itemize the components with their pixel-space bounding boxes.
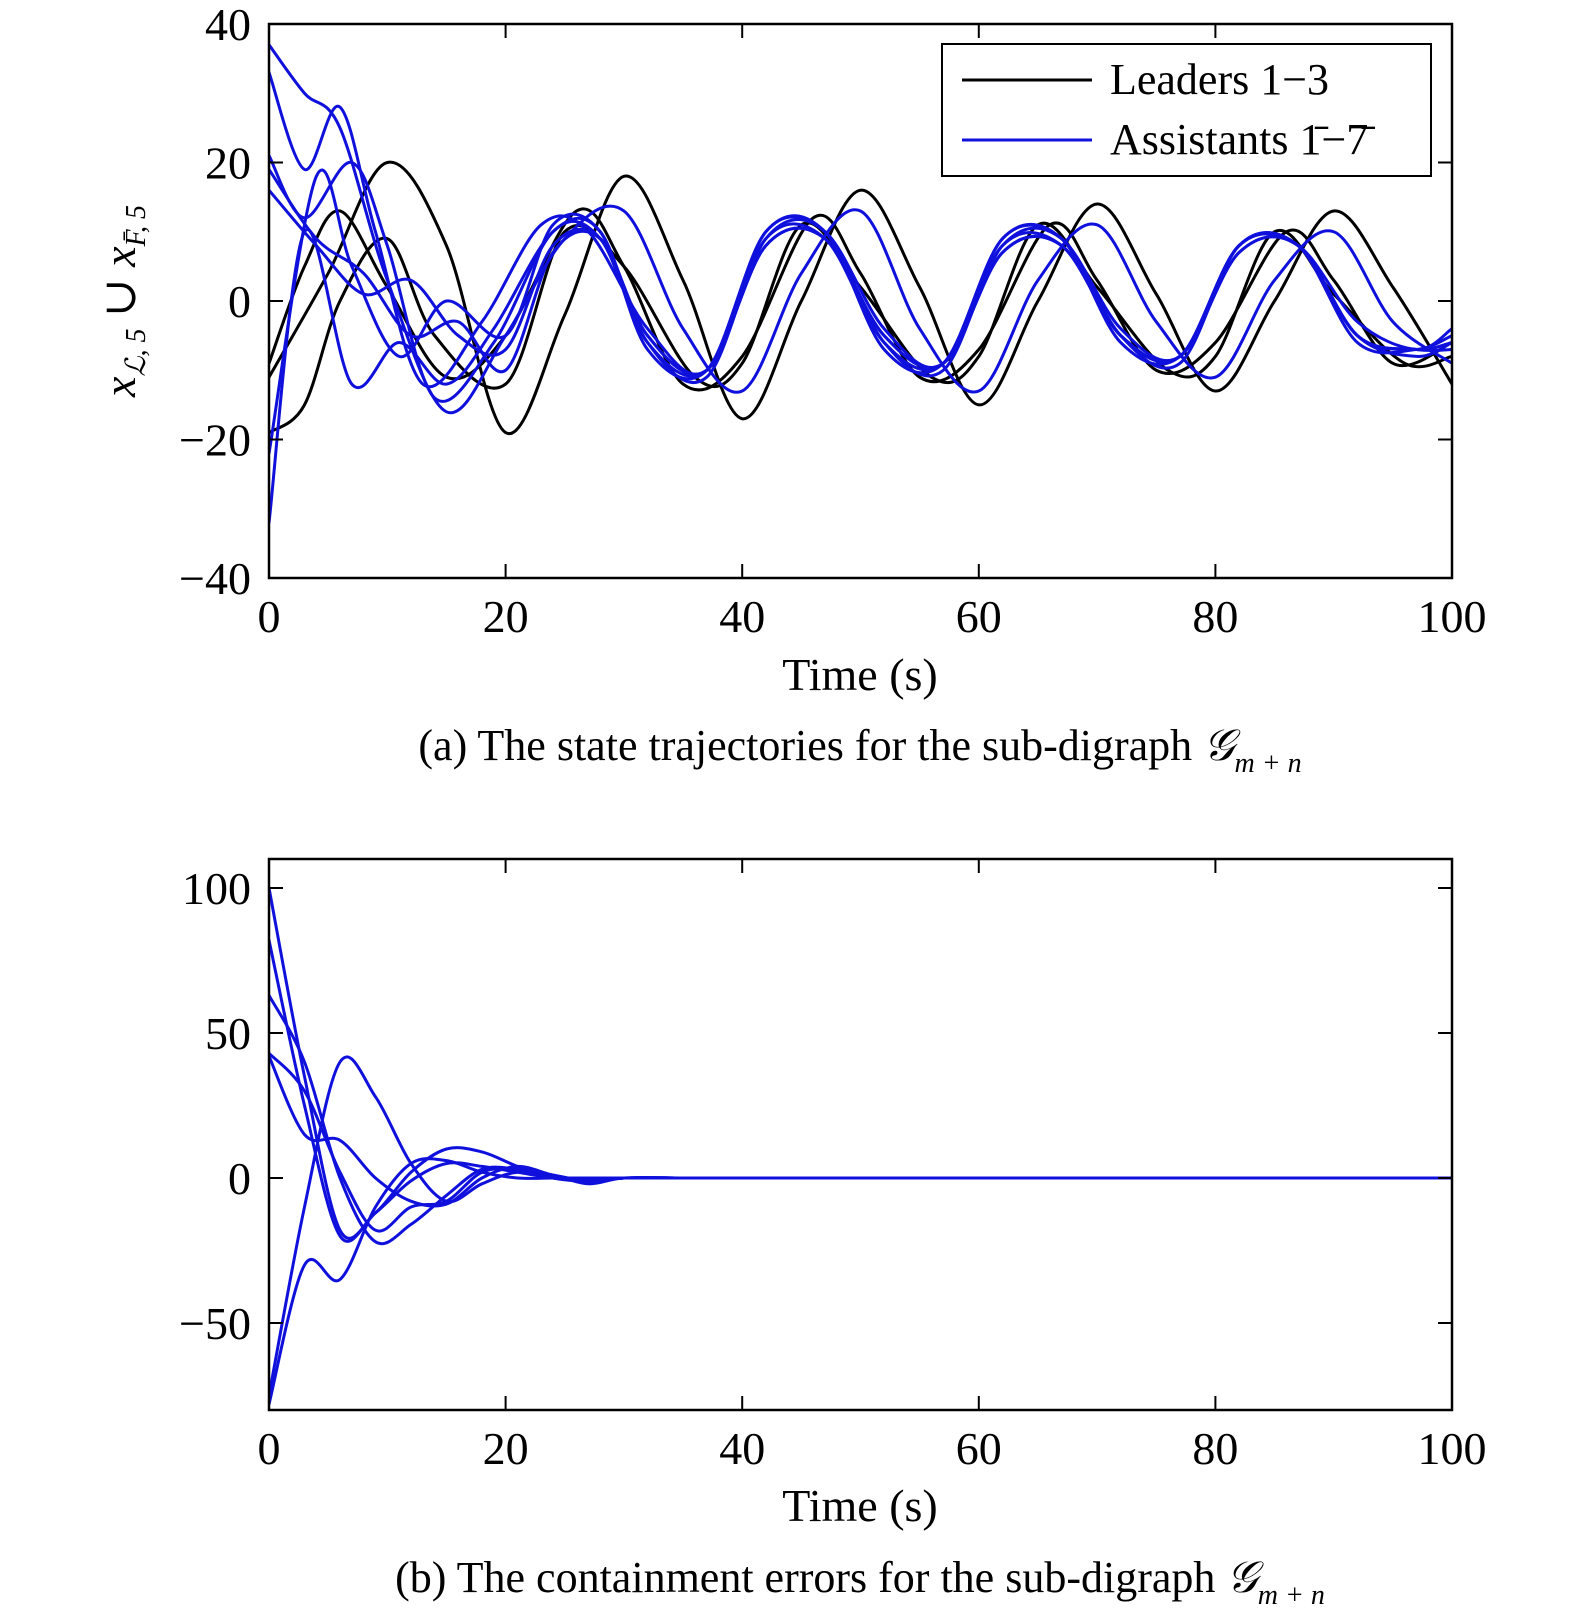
panel-b-series-lines bbox=[269, 886, 1452, 1406]
panel-a-ticks: 0 20 40 60 80 100 −40 −20 0 20 40 bbox=[179, 0, 1486, 642]
panel-b-xtick-label: 60 bbox=[956, 1423, 1002, 1474]
panel-a-caption: (a) The state trajectories for the sub-d… bbox=[418, 721, 1301, 779]
panel-b-xtick-label: 100 bbox=[1418, 1423, 1487, 1474]
panel-a-ytick-label: −20 bbox=[179, 415, 251, 466]
panel-b-ytick-label: 0 bbox=[228, 1153, 251, 1204]
legend-label-assistants: Assistants 1̄−7̄ bbox=[1110, 115, 1375, 164]
panel-b-xtick-label: 0 bbox=[258, 1423, 281, 1474]
panel-b-series-line-7 bbox=[269, 1054, 1452, 1208]
panel-a-xtick-label: 60 bbox=[956, 591, 1002, 642]
panel-a-legend: Leaders 1−3 Assistants 1̄−7̄ bbox=[941, 43, 1432, 177]
legend-label-leaders: Leaders 1−3 bbox=[1110, 55, 1329, 104]
panel-a-state-trajectories: 0 20 40 60 80 100 −40 −20 0 20 40 xℒ, 5 ∪ xF̄, 5 L… bbox=[94, 0, 1487, 779]
panel-b-xtick-label: 20 bbox=[483, 1423, 529, 1474]
panel-a-ytick-label: 0 bbox=[228, 276, 251, 327]
legend-box bbox=[941, 43, 1432, 177]
panel-a-series-line-1 bbox=[269, 160, 1452, 436]
panel-a-xtick-label: 40 bbox=[719, 591, 765, 642]
panel-b-xtick-label: 80 bbox=[1192, 1423, 1238, 1474]
panel-a-ytick-label: 20 bbox=[205, 138, 251, 189]
panel-b-series-line-3 bbox=[269, 993, 1452, 1246]
panel-b-ytick-label: 100 bbox=[182, 863, 251, 914]
panel-b-xtick-label: 40 bbox=[719, 1423, 765, 1474]
panel-b-series-line-5 bbox=[269, 1055, 1452, 1397]
panel-a-series-line-10 bbox=[269, 214, 1452, 525]
panel-b-series-line-1 bbox=[269, 886, 1452, 1240]
panel-a-xtick-label: 100 bbox=[1418, 591, 1487, 642]
panel-a-xtick-label: 80 bbox=[1192, 591, 1238, 642]
panel-a-xlabel: Time (s) bbox=[782, 649, 938, 700]
panel-a-series-line-8 bbox=[269, 167, 1452, 376]
panel-a-ytick-label: 40 bbox=[205, 0, 251, 50]
panel-a-xtick-label: 20 bbox=[483, 591, 529, 642]
panel-b-ytick-label: −50 bbox=[179, 1298, 251, 1349]
panel-b-ticks: 0 20 40 60 80 100 −50 0 50 100 bbox=[179, 859, 1487, 1474]
panel-a-series-line-3 bbox=[269, 207, 1452, 392]
panel-b-axes-box bbox=[267, 857, 1454, 1412]
panel-a-ylabel: xℒ, 5 ∪ xF̄, 5 bbox=[94, 205, 152, 398]
panel-a-ytick-label: −40 bbox=[179, 553, 251, 604]
panel-b-ytick-label: 50 bbox=[205, 1008, 251, 1059]
panel-b-xlabel: Time (s) bbox=[782, 1480, 938, 1531]
panel-a-xtick-label: 0 bbox=[258, 591, 281, 642]
panel-b-containment-errors: 0 20 40 60 80 100 −50 0 50 100 Time (s) (b) The c… bbox=[179, 857, 1487, 1611]
panel-a-series-lines bbox=[269, 43, 1452, 525]
panel-b-caption: (b) The containment errors for the sub-d… bbox=[395, 1553, 1325, 1611]
